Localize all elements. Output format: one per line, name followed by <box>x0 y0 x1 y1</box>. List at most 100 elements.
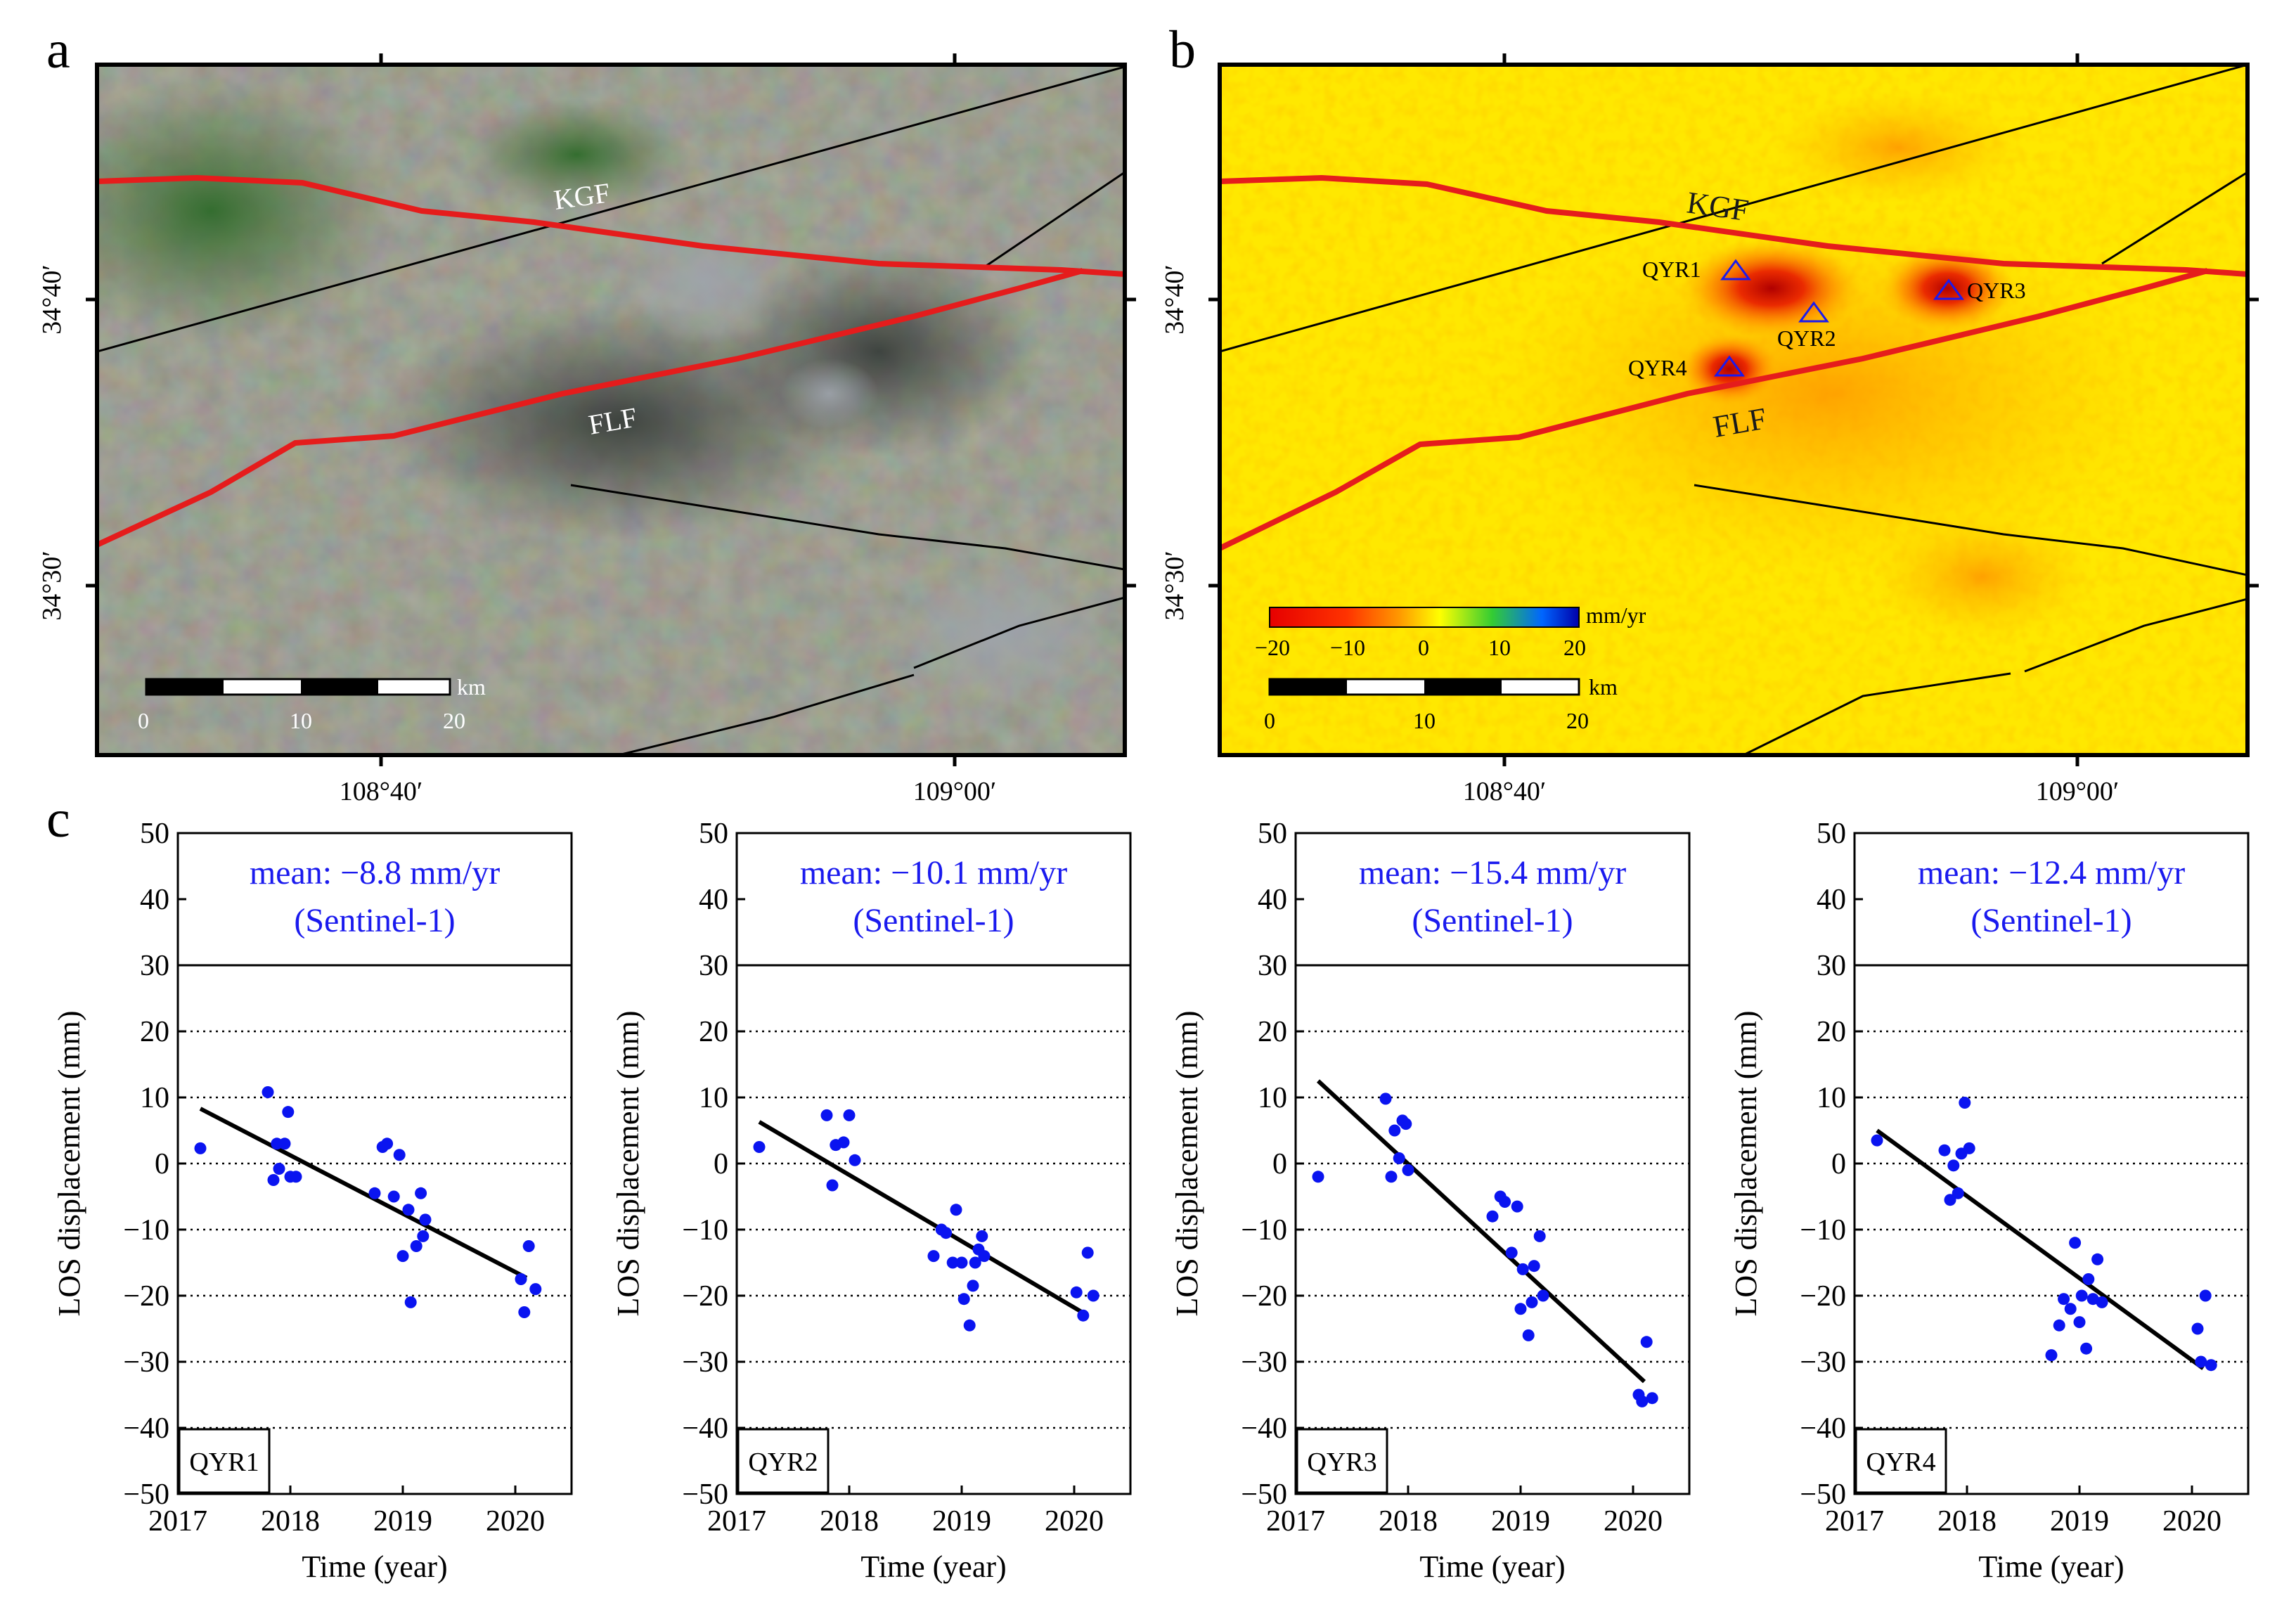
fault-se-1-b <box>2024 598 2247 673</box>
data-point <box>849 1154 861 1166</box>
data-point <box>522 1240 535 1252</box>
colorbar-tick-0: 0 <box>1418 635 1429 660</box>
panel-label-b: b <box>1169 20 1196 79</box>
x-tick-label: 2018 <box>1379 1505 1438 1538</box>
colorbar-tick-10: 10 <box>1488 635 1511 660</box>
data-point <box>1514 1303 1527 1315</box>
fault-flf-b <box>1220 268 2209 551</box>
y-tick-label: −50 <box>1241 1478 1287 1511</box>
data-point <box>969 1256 981 1269</box>
station-qyr4-marker <box>1714 355 1745 377</box>
scale-b-tick-10: 10 <box>1413 708 1436 733</box>
map-a-city <box>879 555 1118 710</box>
y-tick-label: 50 <box>140 818 169 850</box>
data-point <box>282 1106 295 1119</box>
fault-flf <box>97 268 1084 548</box>
mean-rate-annotation: mean: −12.4 mm/yr <box>1918 854 2185 891</box>
data-point <box>1938 1144 1951 1156</box>
y-tick-label: −50 <box>682 1478 728 1511</box>
data-point <box>2199 1289 2212 1302</box>
data-point <box>290 1171 302 1183</box>
map-b-scale-bar: 0 10 20 km <box>1264 674 1618 733</box>
map-a-frame <box>95 63 1127 757</box>
y-tick-label: −50 <box>1800 1478 1846 1511</box>
colorbar-tick-neg20: −20 <box>1255 635 1290 660</box>
data-point <box>1944 1194 1956 1206</box>
data-point <box>267 1174 280 1186</box>
data-point <box>1499 1196 1511 1209</box>
x-tick-label: 2020 <box>486 1505 545 1538</box>
data-point <box>262 1085 274 1098</box>
y-tick-label: −30 <box>1800 1346 1846 1379</box>
map-a-mountains-east <box>464 98 689 211</box>
map-b-lon-109-00: 109°00′ <box>2036 777 2120 806</box>
y-tick-label: −30 <box>1241 1346 1287 1379</box>
station-label: QYR4 <box>1866 1448 1935 1477</box>
trend-line <box>758 1120 1087 1316</box>
x-tick-label: 2018 <box>261 1505 320 1538</box>
y-tick-label: 50 <box>699 818 728 850</box>
data-point <box>417 1230 430 1242</box>
map-a-kgf-label: KGF <box>552 176 612 216</box>
y-tick-label: −10 <box>123 1214 169 1246</box>
data-point <box>1533 1230 1546 1242</box>
data-point <box>1385 1171 1398 1183</box>
panel-label-c: c <box>46 790 70 849</box>
y-tick-label: 20 <box>140 1016 169 1048</box>
sensor-annotation: (Sentinel-1) <box>1412 902 1573 939</box>
fault-ne-b <box>2101 171 2247 265</box>
data-point <box>1952 1187 1964 1199</box>
y-tick-label: 0 <box>1831 1148 1846 1180</box>
data-point <box>2205 1359 2217 1372</box>
map-b-hotspot-qyr4 <box>1680 334 1779 404</box>
colorbar-gradient <box>1269 607 1580 628</box>
y-tick-label: 40 <box>699 884 728 916</box>
fault-kgf-north-b <box>1220 65 2247 353</box>
x-tick-label: 2017 <box>1266 1505 1325 1538</box>
y-tick-label: −40 <box>1241 1412 1287 1445</box>
y-tick-label: 0 <box>714 1148 728 1180</box>
data-point <box>2091 1253 2104 1265</box>
x-tick-label: 2019 <box>2050 1505 2109 1538</box>
data-point <box>2058 1293 2070 1306</box>
scale-b-unit: km <box>1589 674 1618 700</box>
map-a-minor-faults <box>97 65 1125 755</box>
station-label: QYR2 <box>748 1448 818 1477</box>
data-point <box>940 1227 953 1239</box>
data-point <box>927 1250 940 1263</box>
map-b-ticks <box>1208 53 2259 766</box>
chart-qyr4: −50 −40 −30 −20 −10 0 10 20 30 40 50 2017 2018 2019 20… <box>1729 818 2250 1584</box>
station-label-box <box>1296 1428 1388 1494</box>
data-point <box>946 1256 959 1269</box>
data-point <box>1087 1289 1099 1302</box>
station-qyr2-marker <box>1798 301 1829 323</box>
x-axis-label: Time (year) <box>302 1549 447 1584</box>
data-point <box>753 1141 766 1153</box>
data-point <box>978 1250 991 1263</box>
mean-rate-annotation: mean: −8.8 mm/yr <box>250 854 500 891</box>
data-point <box>2080 1342 2093 1355</box>
y-tick-label: −20 <box>1241 1280 1287 1313</box>
time-series-charts: −50 −40 −30 −20 −10 0 10 20 30 40 50 2017 2018 2019 20… <box>52 818 2250 1584</box>
data-point <box>529 1283 542 1296</box>
y-tick-label: 10 <box>1817 1082 1846 1114</box>
data-point <box>415 1187 427 1199</box>
y-tick-label: −50 <box>123 1478 169 1511</box>
station-qyr3-label: QYR3 <box>1967 278 2026 303</box>
data-point <box>273 1163 285 1175</box>
x-tick-label: 2018 <box>820 1505 879 1538</box>
data-point <box>843 1109 856 1121</box>
map-b: KGF FLF QYR1 QYR2 QYR3 QYR4 mm/yr −20 −1… <box>1220 65 2247 755</box>
data-point <box>2087 1293 2099 1306</box>
data-point <box>1526 1296 1538 1308</box>
data-point <box>1640 1336 1653 1348</box>
map-b-subsidence-south <box>1870 513 2095 640</box>
data-point <box>1388 1124 1401 1137</box>
data-point <box>967 1280 979 1292</box>
y-tick-label: −20 <box>682 1280 728 1313</box>
x-tick-label: 2017 <box>707 1505 766 1538</box>
fault-kgf-b <box>1220 174 2247 277</box>
station-qyr4-label: QYR4 <box>1628 355 1687 380</box>
station-label-box <box>1855 1428 1947 1494</box>
